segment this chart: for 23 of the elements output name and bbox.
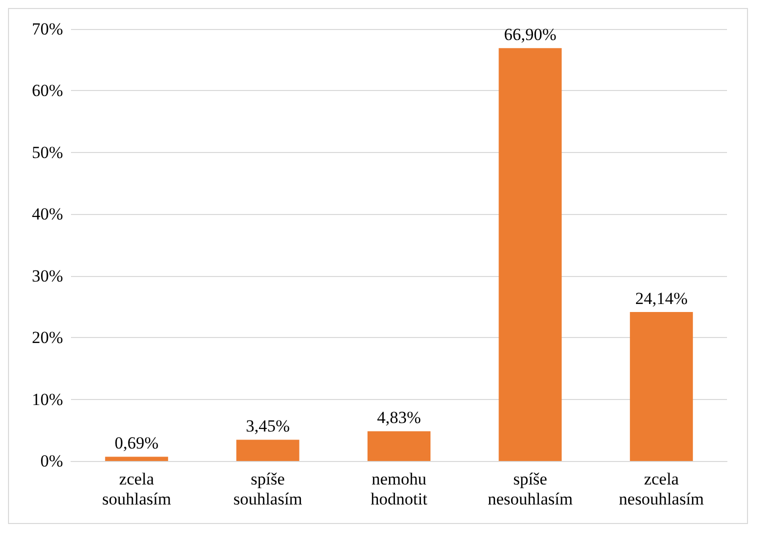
data-label: 66,90% [504,25,556,44]
data-label: 0,69% [114,434,159,453]
x-tick-label: zcela souhlasím [102,470,172,508]
y-tick-label: 30% [32,266,63,286]
x-tick-label: zcela nesouhlasím [618,470,704,508]
bar [368,431,430,461]
bar [630,312,693,461]
y-tick-label: 10% [32,390,63,409]
y-tick-label: 40% [32,204,63,224]
bar [105,456,168,461]
y-tick-label: 0% [40,452,63,470]
bar [236,440,300,461]
x-tick-label: spíše nesouhlasím [488,470,573,508]
x-tick-label: nemohu hodnotit [370,470,428,508]
y-tick-label: 50% [32,142,63,162]
y-tick-label: 20% [32,328,63,348]
y-tick-label: 60% [32,81,63,100]
data-label: 24,14% [635,289,688,308]
data-label: 4,83% [377,408,421,428]
bar [498,48,562,461]
x-tick-label: spíše souhlasím [233,470,302,508]
y-tick-label: 70% [32,20,63,38]
data-label: 3,45% [246,416,290,436]
